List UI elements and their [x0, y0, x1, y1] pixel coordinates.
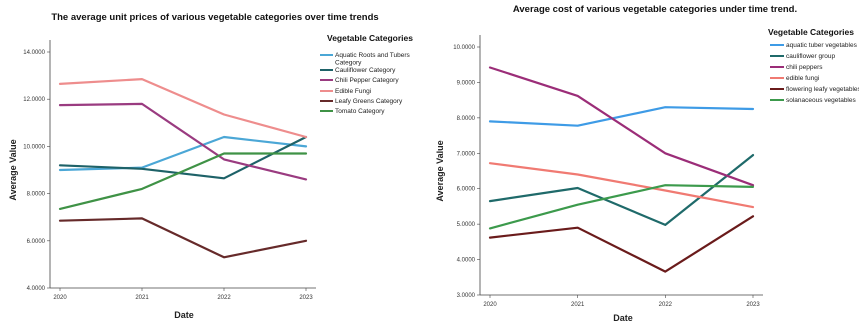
- series-line: [58, 77, 308, 139]
- series-line: [488, 154, 755, 226]
- y-tick-label: 7.0000: [457, 151, 476, 157]
- series-line: [488, 184, 755, 230]
- y-tick-label: 14.0000: [23, 50, 45, 56]
- y-tick-label: 10.0000: [453, 45, 475, 51]
- legend-title: Vegetable Categories: [327, 33, 413, 43]
- series-line: [58, 135, 308, 180]
- legend-label: Cauliflower Category: [335, 67, 396, 74]
- x-axis-title: Date: [613, 313, 633, 322]
- x-tick-label: 2023: [299, 295, 313, 301]
- series-line: [58, 217, 308, 259]
- y-tick-label: 8.0000: [457, 116, 476, 122]
- series-line: [58, 135, 308, 172]
- y-axis-title: Average Value: [435, 140, 445, 201]
- series-line: [488, 66, 755, 187]
- legend-label: aquatic tuber vegetables: [786, 42, 858, 49]
- legend-label: cauliflower group: [786, 53, 836, 60]
- y-tick-label: 9.0000: [457, 80, 476, 86]
- chart-title: Average cost of various vegetable catego…: [513, 4, 797, 15]
- y-tick-label: 10.0000: [23, 144, 45, 150]
- x-tick-label: 2020: [53, 295, 67, 301]
- legend-label: edible fungi: [786, 75, 819, 82]
- series-line: [488, 215, 755, 273]
- y-tick-label: 4.0000: [457, 258, 476, 264]
- y-tick-label: 8.0000: [27, 192, 46, 198]
- x-tick-label: 2022: [659, 302, 673, 308]
- legend-label: Chili Pepper Category: [335, 77, 399, 84]
- y-axis-title: Average Value: [8, 139, 18, 200]
- x-tick-label: 2022: [217, 295, 231, 301]
- chart-2: Average cost of various vegetable catego…: [435, 4, 859, 322]
- y-tick-label: 4.0000: [27, 286, 46, 292]
- legend-label: Aquatic Roots and Tubers Category: [335, 52, 411, 67]
- legend-label: Tomato Category: [335, 108, 385, 115]
- series-line: [488, 162, 755, 209]
- y-tick-label: 5.0000: [457, 222, 476, 228]
- y-tick-label: 6.0000: [27, 239, 46, 245]
- chart-1: The average unit prices of various veget…: [8, 12, 413, 320]
- y-tick-label: 12.0000: [23, 97, 45, 103]
- legend-label: Leafy Greens Category: [335, 98, 403, 105]
- chart-title: The average unit prices of various veget…: [51, 12, 378, 23]
- legend-label: solanaceous vegetables: [786, 97, 856, 104]
- y-tick-label: 3.0000: [457, 293, 476, 299]
- x-tick-label: 2023: [746, 302, 760, 308]
- y-tick-label: 6.0000: [457, 187, 476, 193]
- x-tick-label: 2021: [135, 295, 149, 301]
- legend-title: Vegetable Categories: [768, 27, 854, 37]
- x-tick-label: 2021: [571, 302, 585, 308]
- x-tick-label: 2020: [483, 302, 497, 308]
- series-line: [488, 106, 755, 127]
- series-line: [58, 152, 308, 210]
- x-axis-title: Date: [174, 310, 194, 320]
- legend-label: flowering leafy vegetables: [786, 86, 859, 93]
- legend-label: Edible Fungi: [335, 88, 371, 95]
- legend-label: chili peppers: [786, 64, 823, 71]
- series-line: [58, 102, 308, 181]
